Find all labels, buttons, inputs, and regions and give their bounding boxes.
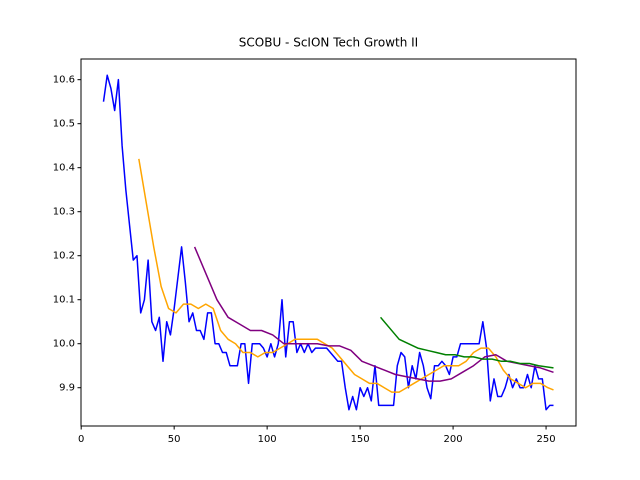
line-series <box>138 158 554 393</box>
x-tick-label: 200 <box>444 434 463 445</box>
y-tick-label: 10.1 <box>53 295 75 306</box>
axes-frame <box>80 58 577 427</box>
y-tick-label: 9.9 <box>59 383 75 394</box>
line-series <box>102 74 554 411</box>
line-series <box>379 316 554 369</box>
y-tick-label: 10.5 <box>53 119 75 130</box>
y-tick-label: 10.3 <box>53 207 75 218</box>
x-tick-label: 150 <box>351 434 370 445</box>
y-tick-label: 10.6 <box>53 75 75 86</box>
x-tick-label: 50 <box>168 434 181 445</box>
y-tick-label: 10.2 <box>53 251 75 262</box>
x-tick-label: 0 <box>78 434 84 445</box>
y-tick-label: 10.4 <box>53 163 75 174</box>
chart-title: SCOBU - ScION Tech Growth II <box>239 36 418 50</box>
line-series <box>193 246 554 382</box>
x-tick-label: 100 <box>258 434 277 445</box>
x-tick-label: 250 <box>537 434 556 445</box>
y-tick-label: 10.0 <box>53 339 75 350</box>
